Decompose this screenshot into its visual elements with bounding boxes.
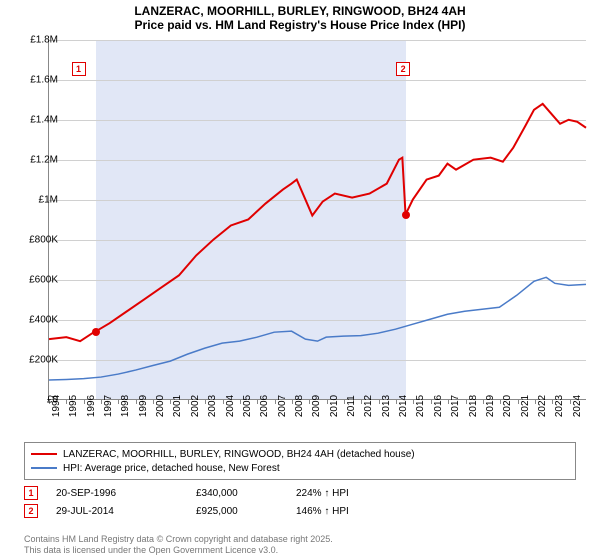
x-axis-label: 2023 bbox=[554, 395, 565, 417]
data-point-marker: 2 bbox=[24, 504, 38, 518]
x-axis-label: 2004 bbox=[225, 395, 236, 417]
x-axis-label: 2021 bbox=[520, 395, 531, 417]
marker-dot-1 bbox=[92, 328, 100, 336]
x-axis-label: 1999 bbox=[138, 395, 149, 417]
x-tick bbox=[275, 400, 276, 404]
title-line-1: LANZERAC, MOORHILL, BURLEY, RINGWOOD, BH… bbox=[0, 4, 600, 18]
series-line-property_price bbox=[49, 104, 586, 341]
data-point-price: £925,000 bbox=[196, 506, 296, 517]
x-tick bbox=[188, 400, 189, 404]
x-axis-label: 2002 bbox=[190, 395, 201, 417]
x-tick bbox=[344, 400, 345, 404]
x-axis-label: 2008 bbox=[294, 395, 305, 417]
y-axis-label: £200K bbox=[29, 355, 58, 366]
chart-title-block: LANZERAC, MOORHILL, BURLEY, RINGWOOD, BH… bbox=[0, 0, 600, 34]
x-axis-label: 2016 bbox=[433, 395, 444, 417]
x-tick bbox=[570, 400, 571, 404]
x-axis-label: 1994 bbox=[51, 395, 62, 417]
x-tick bbox=[483, 400, 484, 404]
y-axis-label: £800K bbox=[29, 235, 58, 246]
y-axis-label: £1M bbox=[39, 195, 58, 206]
data-point-price: £340,000 bbox=[196, 488, 296, 499]
x-axis-label: 2011 bbox=[346, 395, 357, 417]
data-point-pct: 146% ↑ HPI bbox=[296, 506, 416, 517]
x-tick bbox=[448, 400, 449, 404]
x-tick bbox=[518, 400, 519, 404]
legend-item: LANZERAC, MOORHILL, BURLEY, RINGWOOD, BH… bbox=[31, 447, 569, 461]
data-point-row: 2 29-JUL-2014£925,000146% ↑ HPI bbox=[24, 502, 416, 520]
x-tick bbox=[327, 400, 328, 404]
x-tick bbox=[136, 400, 137, 404]
data-point-row: 1 20-SEP-1996£340,000224% ↑ HPI bbox=[24, 484, 416, 502]
x-tick bbox=[153, 400, 154, 404]
x-axis-label: 2006 bbox=[259, 395, 270, 417]
x-tick bbox=[396, 400, 397, 404]
y-axis-label: £400K bbox=[29, 315, 58, 326]
data-point-marker: 1 bbox=[24, 486, 38, 500]
legend-swatch bbox=[31, 467, 57, 469]
marker-label-2: 2 bbox=[396, 62, 410, 76]
x-axis-label: 2015 bbox=[415, 395, 426, 417]
data-point-table: 1 20-SEP-1996£340,000224% ↑ HPI 2 29-JUL-20… bbox=[24, 484, 416, 520]
x-tick bbox=[240, 400, 241, 404]
x-axis-label: 2024 bbox=[572, 395, 583, 417]
x-axis-label: 1998 bbox=[120, 395, 131, 417]
x-axis-label: 2003 bbox=[207, 395, 218, 417]
x-axis-label: 2017 bbox=[450, 395, 461, 417]
x-tick bbox=[431, 400, 432, 404]
legend-swatch bbox=[31, 453, 57, 455]
x-axis-label: 1996 bbox=[86, 395, 97, 417]
chart-lines-svg bbox=[49, 40, 586, 399]
y-axis-label: £1.4M bbox=[30, 115, 58, 126]
x-axis-label: 2000 bbox=[155, 395, 166, 417]
x-axis-label: 1995 bbox=[68, 395, 79, 417]
legend-box: LANZERAC, MOORHILL, BURLEY, RINGWOOD, BH… bbox=[24, 442, 576, 480]
x-tick bbox=[379, 400, 380, 404]
footer-attribution: Contains HM Land Registry data © Crown c… bbox=[24, 534, 333, 556]
x-axis-label: 2005 bbox=[242, 395, 253, 417]
legend-item: HPI: Average price, detached house, New … bbox=[31, 461, 569, 475]
data-point-date: 20-SEP-1996 bbox=[56, 488, 196, 499]
x-tick bbox=[84, 400, 85, 404]
x-axis-label: 2007 bbox=[277, 395, 288, 417]
x-axis-label: 2019 bbox=[485, 395, 496, 417]
x-axis-label: 2014 bbox=[398, 395, 409, 417]
series-line-hpi bbox=[49, 277, 586, 380]
x-tick bbox=[223, 400, 224, 404]
x-tick bbox=[292, 400, 293, 404]
footer-line-1: Contains HM Land Registry data © Crown c… bbox=[24, 534, 333, 545]
x-tick bbox=[466, 400, 467, 404]
x-axis-label: 2009 bbox=[311, 395, 322, 417]
marker-label-1: 1 bbox=[72, 62, 86, 76]
y-axis-label: £600K bbox=[29, 275, 58, 286]
x-axis-label: 2022 bbox=[537, 395, 548, 417]
legend-label: HPI: Average price, detached house, New … bbox=[63, 463, 280, 474]
x-axis-label: 1997 bbox=[103, 395, 114, 417]
legend-label: LANZERAC, MOORHILL, BURLEY, RINGWOOD, BH… bbox=[63, 449, 415, 460]
y-axis-label: £1.6M bbox=[30, 75, 58, 86]
x-axis-label: 2018 bbox=[468, 395, 479, 417]
data-point-pct: 224% ↑ HPI bbox=[296, 488, 416, 499]
x-axis-label: 2020 bbox=[502, 395, 513, 417]
x-axis-label: 2010 bbox=[329, 395, 340, 417]
x-axis-label: 2001 bbox=[172, 395, 183, 417]
chart-plot-area: 12 bbox=[48, 40, 586, 400]
x-axis-label: 2013 bbox=[381, 395, 392, 417]
x-axis-label: 2012 bbox=[363, 395, 374, 417]
marker-dot-2 bbox=[402, 211, 410, 219]
footer-line-2: This data is licensed under the Open Gov… bbox=[24, 545, 333, 556]
y-axis-label: £1.8M bbox=[30, 35, 58, 46]
x-tick bbox=[101, 400, 102, 404]
y-axis-label: £1.2M bbox=[30, 155, 58, 166]
data-point-date: 29-JUL-2014 bbox=[56, 506, 196, 517]
x-tick bbox=[535, 400, 536, 404]
title-line-2: Price paid vs. HM Land Registry's House … bbox=[0, 18, 600, 32]
